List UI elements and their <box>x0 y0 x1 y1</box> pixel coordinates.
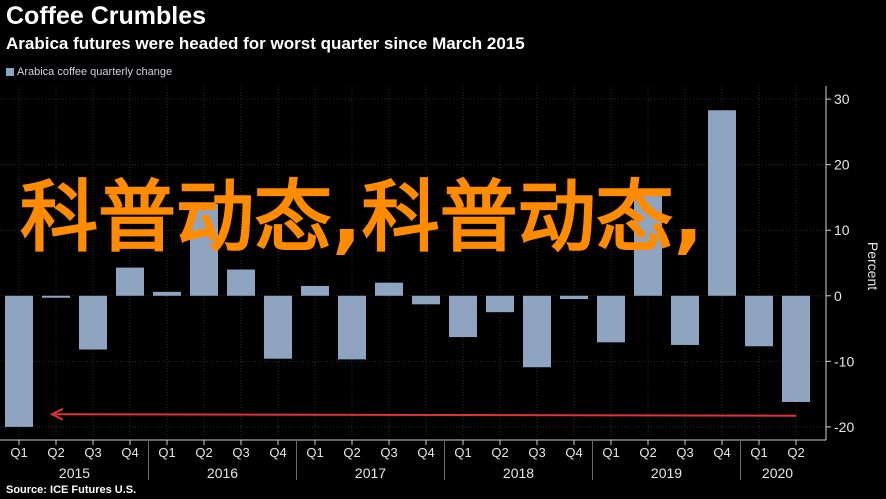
x-tick-label: Q2 <box>47 445 64 460</box>
x-tick-label: Q3 <box>676 445 693 460</box>
year-label: 2019 <box>651 465 682 481</box>
x-tick-label: Q2 <box>195 445 212 460</box>
y-tick-label: -10 <box>834 353 854 369</box>
y-tick-label: 20 <box>834 157 850 173</box>
bar <box>708 110 736 296</box>
legend-swatch <box>6 68 14 76</box>
bar <box>375 282 403 296</box>
legend-label: Arabica coffee quarterly change <box>17 66 173 78</box>
x-tick-label: Q2 <box>491 445 508 460</box>
bar <box>523 295 551 368</box>
x-tick-label: Q4 <box>121 445 138 460</box>
y-tick-label: 0 <box>834 288 842 304</box>
y-axis-label: Percent <box>865 242 881 290</box>
bar <box>412 295 440 305</box>
x-tick-label: Q2 <box>343 445 360 460</box>
x-tick-label: Q3 <box>380 445 397 460</box>
year-label: 2017 <box>355 465 386 481</box>
chart-title: Coffee Crumbles <box>6 2 207 30</box>
year-label: 2020 <box>762 465 793 481</box>
x-tick-label: Q1 <box>306 445 323 460</box>
y-tick-label: 30 <box>834 91 850 107</box>
bar <box>227 269 255 296</box>
x-tick-label: Q1 <box>454 445 471 460</box>
y-tick-label: -20 <box>834 419 854 435</box>
bar <box>190 204 218 296</box>
legend: Arabica coffee quarterly change <box>6 66 172 78</box>
annotation-arrow-line <box>54 413 797 417</box>
x-tick-label: Q1 <box>750 445 767 460</box>
bar <box>42 295 70 298</box>
bar <box>486 295 514 313</box>
bar <box>153 291 181 296</box>
x-tick-label: Q1 <box>158 445 175 460</box>
annotation-arrow-head <box>49 407 64 421</box>
bar <box>449 295 477 338</box>
x-tick-label: Q3 <box>84 445 101 460</box>
bar <box>5 295 33 427</box>
x-tick-label: Q2 <box>639 445 656 460</box>
bar <box>745 295 773 347</box>
x-tick-label: Q4 <box>565 445 582 460</box>
x-tick-label: Q1 <box>602 445 619 460</box>
bar <box>338 295 366 360</box>
bar <box>301 285 329 296</box>
x-tick-label: Q3 <box>232 445 249 460</box>
x-tick-label: Q1 <box>10 445 27 460</box>
year-label: 2015 <box>59 465 90 481</box>
bar <box>79 295 107 350</box>
x-tick-label: Q4 <box>713 445 730 460</box>
bar <box>782 295 810 402</box>
chart-subtitle: Arabica futures were headed for worst qu… <box>6 34 525 53</box>
source-note: Source: ICE Futures U.S. <box>6 484 137 496</box>
bar <box>116 267 144 296</box>
year-label: 2016 <box>207 465 238 481</box>
bar <box>597 295 625 343</box>
x-tick-label: Q4 <box>417 445 434 460</box>
x-tick-label: Q4 <box>269 445 286 460</box>
bar <box>264 295 292 359</box>
y-tick-label: 10 <box>834 222 850 238</box>
bar <box>634 192 662 296</box>
bar <box>671 295 699 345</box>
year-label: 2018 <box>503 465 534 481</box>
bar <box>560 295 588 300</box>
x-tick-label: Q2 <box>787 445 804 460</box>
x-tick-label: Q3 <box>528 445 545 460</box>
